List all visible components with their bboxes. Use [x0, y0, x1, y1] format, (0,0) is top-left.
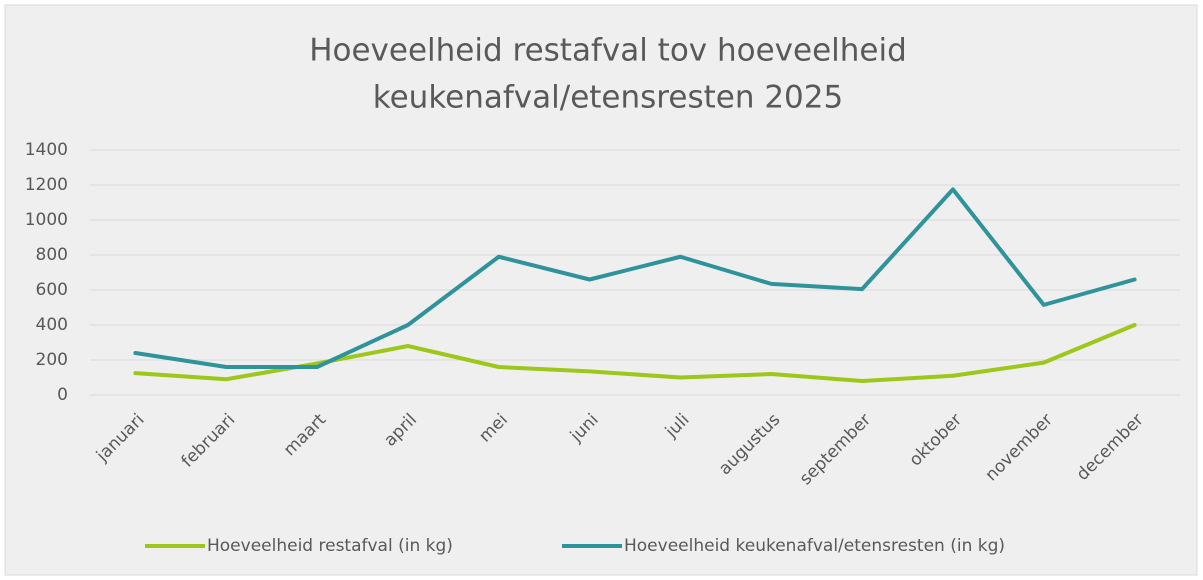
y-tick-label: 200 — [36, 350, 68, 370]
y-tick-label: 600 — [36, 280, 68, 300]
chart-title: keukenafval/etensresten 2025 — [373, 80, 843, 116]
legend-label: Hoeveelheid restafval (in kg) — [207, 536, 453, 556]
y-tick-label: 0 — [57, 385, 68, 405]
y-tick-label: 1400 — [25, 140, 68, 160]
y-tick-label: 1200 — [25, 175, 68, 195]
y-tick-label: 1000 — [25, 210, 68, 230]
legend-label: Hoeveelheid keukenafval/etensresten (in … — [624, 536, 1005, 556]
chart-title: Hoeveelheid restafval tov hoeveelheid — [309, 33, 907, 69]
y-tick-label: 800 — [36, 245, 68, 265]
line-series — [133, 187, 1137, 369]
y-tick-label: 400 — [36, 315, 68, 335]
